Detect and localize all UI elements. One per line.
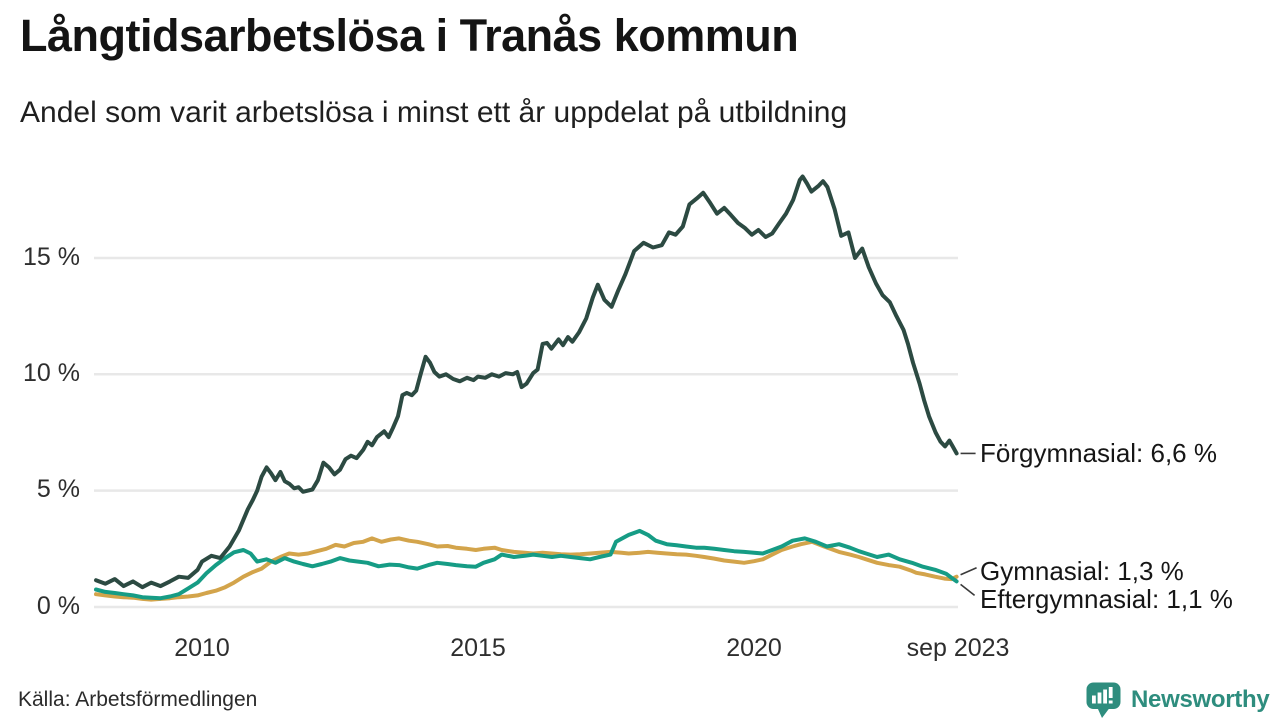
y-axis-tick-0: 0 % — [36, 592, 80, 620]
series-label-gymnasial: Gymnasial: 1,3 % — [980, 556, 1184, 586]
label-connector-gymnasial — [960, 567, 977, 576]
page-title: Långtidsarbetslösa i Tranås kommun — [20, 10, 799, 61]
source-note: Källa: Arbetsförmedlingen — [18, 688, 258, 711]
y-axis-tick-15: 15 % — [23, 243, 80, 271]
series-label-eftergymnasial: Eftergymnasial: 1,1 % — [980, 584, 1233, 614]
newsworthy-brand: Newsworthy — [1085, 681, 1270, 719]
series-line-gymnasial — [94, 536, 959, 602]
page-subtitle: Andel som varit arbetslösa i minst ett å… — [20, 96, 848, 129]
y-axis-tick-10: 10 % — [23, 359, 80, 387]
label-connector-eftergymnasial — [960, 583, 976, 597]
series-line-eftergymnasial — [94, 528, 959, 601]
series-label-forgymnasial: Förgymnasial: 6,6 % — [980, 438, 1217, 468]
series-line-förgymnasial — [94, 174, 959, 590]
x-axis-tick-2020: 2020 — [726, 634, 782, 662]
x-axis-tick-2015: 2015 — [450, 634, 506, 662]
brand-wordmark: Newsworthy — [1131, 686, 1270, 713]
newsworthy-speech-bubble-bar-chart-icon — [1086, 682, 1121, 718]
y-axis-tick-5: 5 % — [36, 475, 80, 503]
x-axis-tick-sep-2023: sep 2023 — [906, 634, 1010, 662]
x-axis-tick-2010: 2010 — [174, 634, 230, 662]
